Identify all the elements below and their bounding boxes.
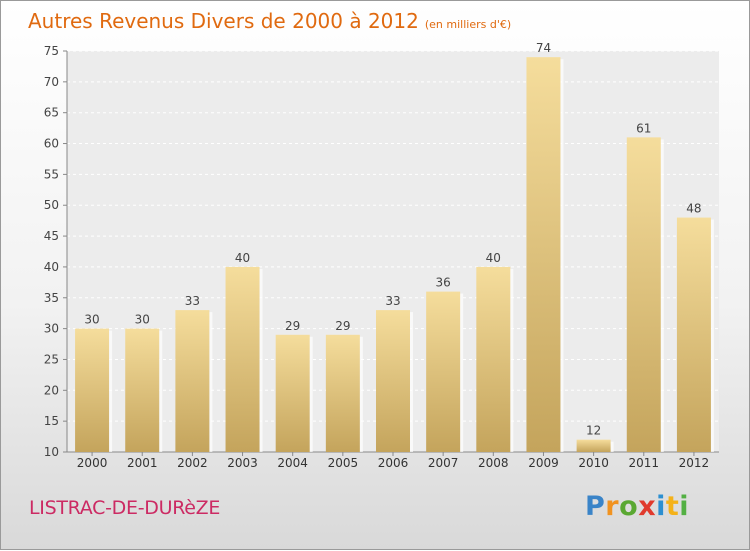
bar-value-label: 40 xyxy=(235,251,250,265)
bar-value-label: 36 xyxy=(436,276,451,290)
y-tick-label: 70 xyxy=(44,75,59,89)
town-name: LISTRAC-DE-DURèZE xyxy=(29,497,221,519)
bar xyxy=(175,310,210,452)
proxiti-logo: Proxiti xyxy=(585,491,689,522)
x-tick-label: 2012 xyxy=(679,456,710,470)
chart-title-text: Autres Revenus Divers de 2000 à 2012 xyxy=(28,9,419,33)
x-tick-label: 2009 xyxy=(528,456,559,470)
y-tick-label: 50 xyxy=(44,198,59,212)
x-tick-label: 2006 xyxy=(378,456,409,470)
x-tick-label: 2003 xyxy=(227,456,258,470)
y-tick-label: 20 xyxy=(44,383,59,397)
bar-value-label: 61 xyxy=(636,121,651,135)
chart-subtitle: (en milliers d'€) xyxy=(424,18,512,31)
bar xyxy=(526,57,561,453)
y-tick-label: 15 xyxy=(44,414,59,428)
bar xyxy=(626,137,661,452)
bar xyxy=(676,217,711,452)
bar-value-label: 30 xyxy=(84,313,99,327)
x-tick-label: 2000 xyxy=(77,456,108,470)
y-tick-label: 40 xyxy=(44,260,59,274)
bar xyxy=(125,328,160,452)
y-tick-label: 25 xyxy=(44,352,59,366)
bar-value-label: 12 xyxy=(586,424,601,438)
bar xyxy=(325,334,360,452)
logo-letter: r xyxy=(605,491,620,522)
x-tick-label: 2010 xyxy=(578,456,609,470)
bar xyxy=(376,310,410,452)
x-tick-label: 2004 xyxy=(277,456,308,470)
logo-letter: P xyxy=(585,491,606,522)
bar xyxy=(476,266,511,452)
bar xyxy=(275,334,310,452)
x-tick-label: 2008 xyxy=(478,456,509,470)
bar-value-label: 29 xyxy=(335,319,350,333)
bar xyxy=(576,439,611,452)
y-tick-label: 55 xyxy=(44,167,59,181)
logo-letter: i xyxy=(656,491,666,522)
logo-letter: t xyxy=(665,491,680,522)
bar-value-label: 30 xyxy=(135,313,150,327)
bar-value-label: 74 xyxy=(536,41,551,55)
bar-value-label: 29 xyxy=(285,319,300,333)
y-tick-label: 45 xyxy=(44,229,59,243)
y-tick-label: 65 xyxy=(44,106,59,120)
x-tick-label: 2007 xyxy=(428,456,459,470)
bar-value-label: 40 xyxy=(486,251,501,265)
x-tick-label: 2011 xyxy=(628,456,659,470)
chart-title: Autres Revenus Divers de 2000 à 2012 (en … xyxy=(28,9,511,33)
bar xyxy=(75,328,110,452)
y-tick-label: 10 xyxy=(44,445,59,459)
logo-letter: o xyxy=(619,491,639,522)
bar xyxy=(426,291,461,452)
bar-value-label: 48 xyxy=(686,202,701,216)
logo-letter: i xyxy=(679,491,690,522)
bar-value-label: 33 xyxy=(185,294,200,308)
bar xyxy=(225,266,260,452)
logo-letter: x xyxy=(638,491,657,522)
y-tick-label: 35 xyxy=(44,291,59,305)
bar-value-label: 33 xyxy=(385,294,400,308)
x-tick-label: 2005 xyxy=(328,456,359,470)
y-tick-label: 30 xyxy=(44,322,59,336)
x-tick-label: 2001 xyxy=(127,456,158,470)
y-tick-label: 75 xyxy=(44,44,59,58)
x-tick-label: 2002 xyxy=(177,456,208,470)
y-tick-label: 60 xyxy=(44,137,59,151)
